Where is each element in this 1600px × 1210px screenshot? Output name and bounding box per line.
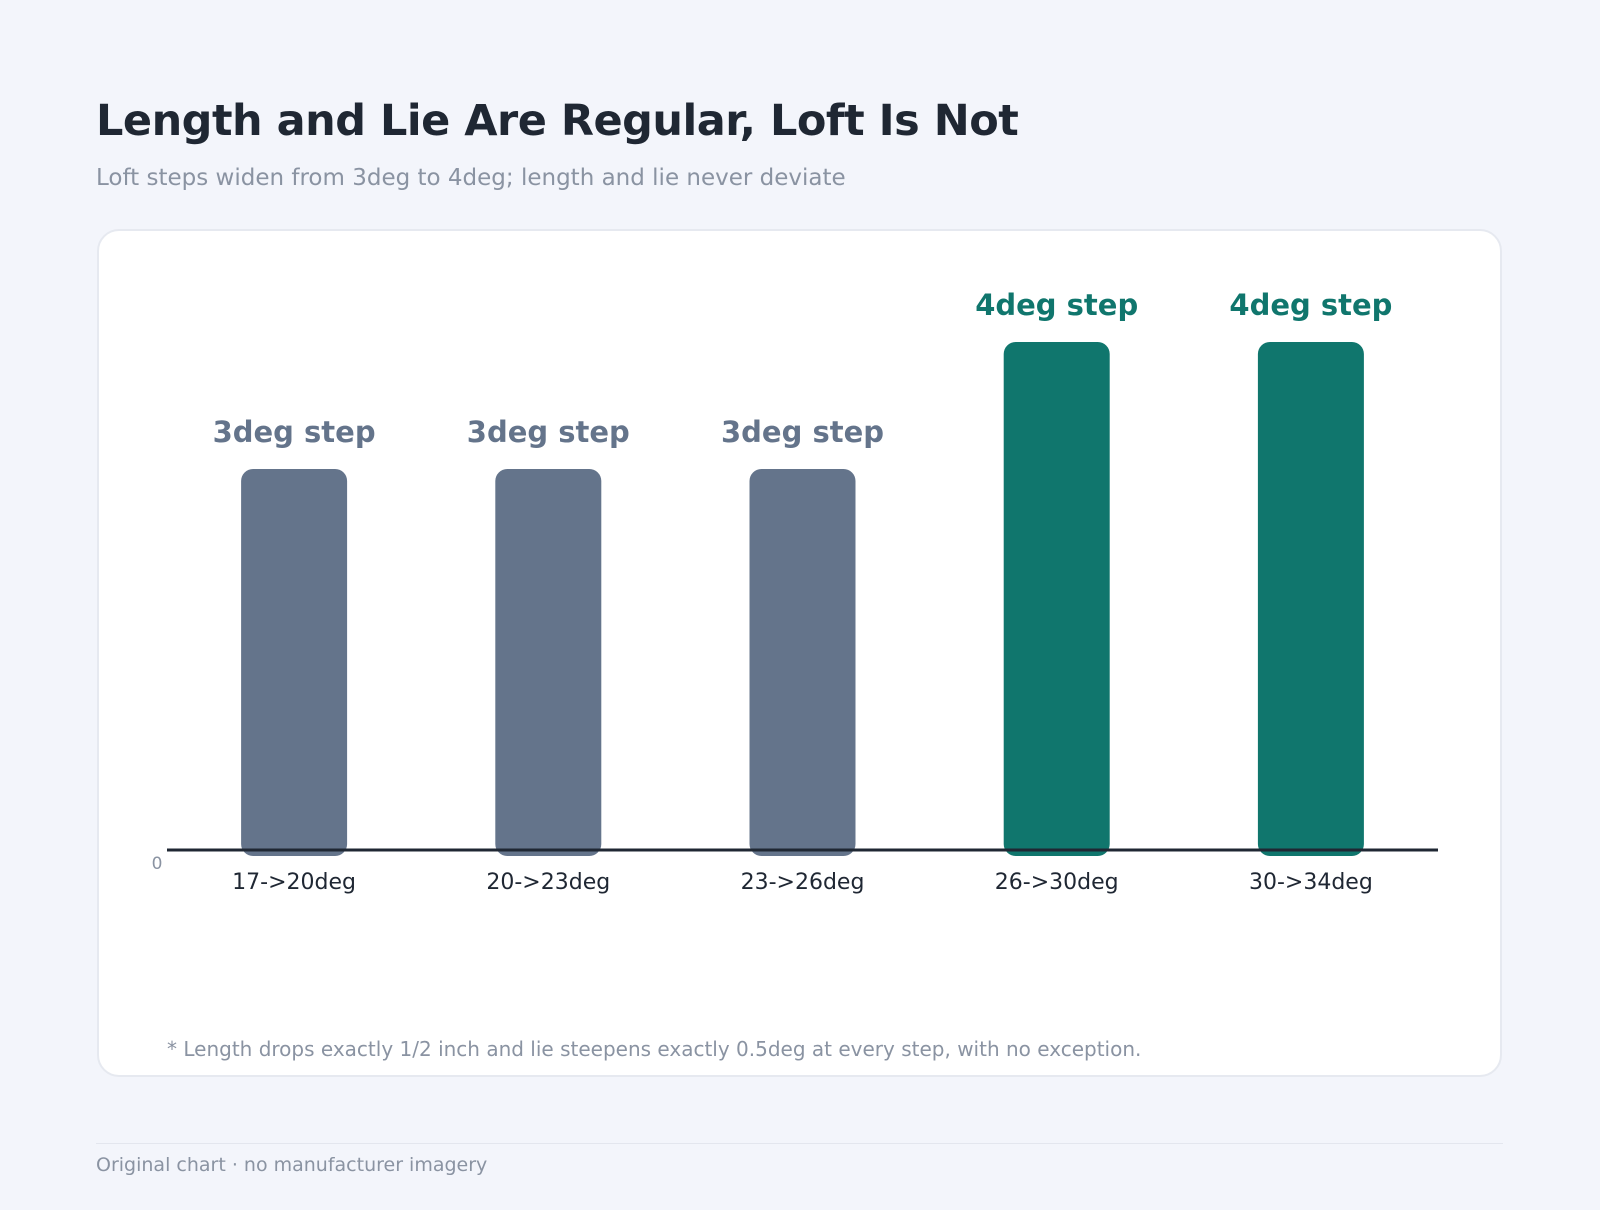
data-label-4: 4deg step bbox=[975, 288, 1138, 322]
bar-4 bbox=[1003, 342, 1110, 856]
chart-subtitle: Loft steps widen from 3deg to 4deg; leng… bbox=[96, 165, 846, 191]
footnote: * Length drops exactly 1/2 inch and lie … bbox=[167, 1037, 1142, 1061]
chart-card: 3deg step 3deg step 3deg step 4deg step 4deg… bbox=[97, 229, 1502, 1077]
bar-chart: 3deg step 3deg step 3deg step 4deg step 4deg… bbox=[152, 288, 1438, 895]
data-label-3: 3deg step bbox=[721, 415, 884, 449]
y-tick-label-1: 0 bbox=[152, 854, 163, 874]
x-tick-label-5: 30->34deg bbox=[1249, 870, 1373, 895]
data-labels-layer: 3deg step 3deg step 3deg step 4deg step 4deg… bbox=[213, 288, 1393, 449]
bars-layer bbox=[241, 342, 1364, 856]
bar-1 bbox=[241, 469, 348, 856]
x-tick-label-1: 17->20deg bbox=[232, 870, 356, 895]
data-label-1: 3deg step bbox=[213, 415, 376, 449]
x-tick-label-3: 23->26deg bbox=[741, 870, 865, 895]
data-label-5: 4deg step bbox=[1229, 288, 1392, 322]
tick-labels-layer: 17->20deg 20->23deg 23->26deg 26->30deg 30->… bbox=[152, 854, 1373, 895]
x-tick-label-4: 26->30deg bbox=[995, 870, 1119, 895]
x-tick-label-2: 20->23deg bbox=[486, 870, 610, 895]
chart-title: Length and Lie Are Regular, Loft Is Not bbox=[96, 96, 1019, 146]
bar-2 bbox=[495, 469, 602, 856]
footer-divider bbox=[96, 1143, 1503, 1144]
bar-5 bbox=[1257, 342, 1364, 856]
footer-credit: Original chart · no manufacturer imagery bbox=[96, 1154, 488, 1176]
data-label-2: 3deg step bbox=[467, 415, 630, 449]
bar-3 bbox=[749, 469, 856, 856]
